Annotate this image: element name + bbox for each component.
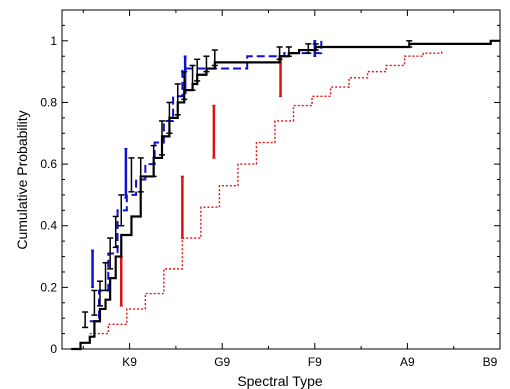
series-dotted-line	[89, 50, 443, 335]
y-tick-label: 1	[50, 34, 57, 48]
series-solid-tail	[315, 39, 500, 49]
x-tick-label: B9	[483, 355, 498, 369]
y-tick-label: 0.2	[40, 280, 57, 294]
x-tick-label: G9	[214, 355, 230, 369]
plot-area	[61, 9, 501, 351]
y-axis-title: Cumulative Probability	[14, 110, 30, 249]
y-tick-label: 0	[50, 342, 57, 356]
series-solid-line	[71, 46, 317, 351]
x-tick-label: F9	[308, 355, 322, 369]
y-tick-group: 0 0.2 0.4 0.6 0.8 1	[40, 24, 500, 356]
x-tick-label: K9	[122, 355, 137, 369]
x-tick-label: A9	[400, 355, 415, 369]
series-dashed-line	[89, 40, 323, 323]
x-tick-group: K9 G9 F9 A9 B9	[82, 10, 501, 369]
y-tick-label: 0.4	[40, 219, 57, 233]
y-tick-label: 0.8	[40, 95, 57, 109]
x-axis-title: Spectral Type	[237, 373, 323, 389]
y-tick-label: 0.6	[40, 157, 57, 171]
